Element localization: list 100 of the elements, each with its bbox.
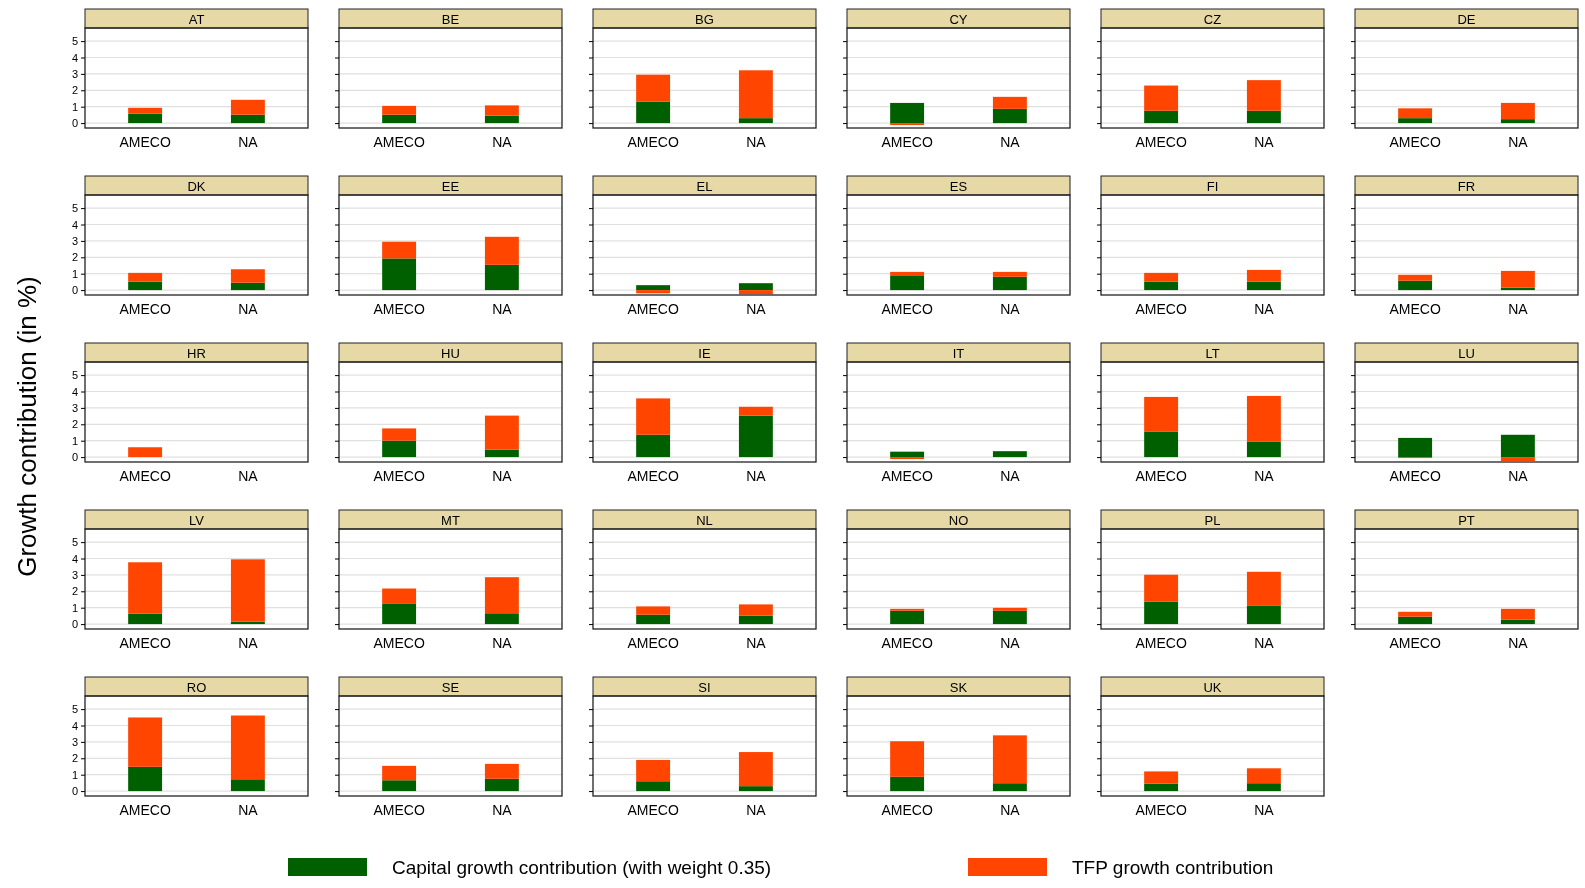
x-tick-label: AMECO (1135, 133, 1187, 150)
bar (1144, 771, 1179, 784)
bar (1500, 270, 1535, 288)
x-tick-label: NA (746, 300, 767, 317)
y-tick-label: 5 (71, 536, 78, 549)
bar (1144, 601, 1179, 625)
bar (230, 114, 265, 124)
bar (636, 398, 671, 435)
bar (484, 264, 519, 291)
y-tick-label: 4 (71, 218, 78, 231)
x-tick-label: NA (238, 133, 259, 150)
bar (230, 715, 265, 780)
bar (128, 113, 163, 124)
y-tick-label: 3 (71, 67, 78, 80)
x-tick-label: NA (1508, 467, 1529, 484)
y-tick-label: 0 (71, 618, 78, 631)
chart-title: RO (186, 679, 207, 695)
x-tick-label: AMECO (373, 634, 425, 651)
bar (484, 613, 519, 625)
chart-title: PT (1458, 512, 1475, 528)
x-tick-label: AMECO (627, 801, 679, 818)
y-tick-label: 5 (71, 703, 78, 716)
y-tick-label: 0 (71, 284, 78, 297)
bar (230, 269, 265, 283)
bar (636, 781, 671, 792)
x-tick-label: AMECO (881, 300, 933, 317)
bar (738, 615, 773, 625)
x-tick-label: NA (746, 801, 767, 818)
x-tick-label: NA (238, 634, 259, 651)
bar (1246, 571, 1281, 606)
x-tick-label: NA (1000, 300, 1021, 317)
chart-title: BG (695, 11, 714, 27)
y-tick-label: 2 (71, 585, 78, 598)
bar (636, 606, 671, 615)
y-tick-label: 4 (71, 385, 78, 398)
y-tick-label: 4 (71, 51, 78, 64)
bar (382, 603, 417, 625)
bar (1246, 441, 1281, 458)
bar (382, 258, 417, 291)
y-tick-label: 1 (71, 601, 78, 614)
bar (738, 118, 773, 124)
x-tick-label: AMECO (1135, 801, 1187, 818)
x-tick-label: AMECO (881, 634, 933, 651)
bar (1144, 431, 1179, 458)
chart-title: HR (187, 345, 206, 361)
bar (992, 735, 1027, 784)
bar (1398, 611, 1433, 617)
bar (128, 717, 163, 767)
bar (636, 434, 671, 458)
bar (1246, 605, 1281, 625)
bar (1246, 395, 1281, 442)
x-tick-label: NA (746, 133, 767, 150)
bar (738, 604, 773, 616)
y-tick-label: 0 (71, 117, 78, 130)
bar (382, 105, 417, 115)
chart-title: DE (1457, 11, 1476, 27)
bar (484, 449, 519, 458)
bar (128, 766, 163, 792)
bar (738, 415, 773, 458)
x-tick-label: AMECO (119, 634, 171, 651)
x-tick-label: NA (1000, 133, 1021, 150)
bar (382, 114, 417, 124)
bar (992, 783, 1027, 792)
chart-title: NO (948, 512, 969, 528)
chart-title: AT (188, 11, 205, 27)
x-tick-label: NA (492, 133, 513, 150)
x-tick-label: AMECO (119, 801, 171, 818)
bar (1144, 783, 1179, 792)
chart-title: IT (952, 345, 965, 361)
chart-title: MT (441, 512, 460, 528)
x-tick-label: NA (1254, 467, 1275, 484)
x-tick-label: NA (1000, 801, 1021, 818)
y-tick-label: 3 (71, 568, 78, 581)
chart-title: FI (1206, 178, 1219, 194)
x-tick-label: AMECO (627, 634, 679, 651)
bar (738, 70, 773, 119)
x-tick-label: AMECO (881, 133, 933, 150)
chart-title: SK (949, 679, 968, 695)
chart-title: PL (1204, 512, 1221, 528)
y-axis-title: Growth contribution (in %) (12, 276, 42, 577)
chart-title: CZ (1203, 11, 1222, 27)
x-tick-label: AMECO (627, 300, 679, 317)
bar (230, 779, 265, 792)
chart-title: ES (949, 178, 968, 194)
y-tick-label: 0 (71, 785, 78, 798)
x-tick-label: NA (492, 634, 513, 651)
x-tick-label: AMECO (881, 467, 933, 484)
bar (992, 108, 1027, 124)
chart-title: EE (441, 178, 460, 194)
bar (382, 588, 417, 604)
bar (484, 778, 519, 792)
x-tick-label: AMECO (119, 133, 171, 150)
y-tick-label: 3 (71, 735, 78, 748)
bar (890, 102, 925, 124)
bar (1500, 608, 1535, 620)
y-tick-label: 3 (71, 234, 78, 247)
bar (382, 241, 417, 259)
x-tick-label: AMECO (881, 801, 933, 818)
y-tick-label: 1 (71, 100, 78, 113)
bar (738, 752, 773, 787)
